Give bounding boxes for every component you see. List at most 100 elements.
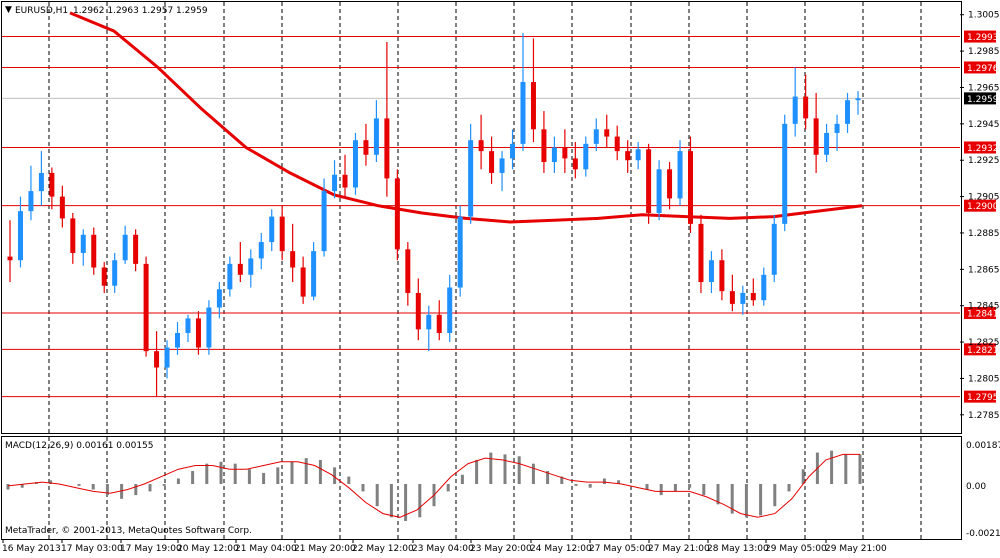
level-tag-label: 1.2795: [967, 393, 999, 403]
indicator-pane-frame: [1, 436, 962, 540]
current-price-tag: [964, 92, 996, 105]
candle-body: [227, 263, 233, 290]
candle-body: [164, 347, 170, 368]
candle-body: [185, 318, 191, 333]
candle-body: [258, 242, 264, 259]
candle-body: [510, 143, 516, 159]
candle-body: [426, 314, 432, 330]
candle-body: [604, 129, 610, 137]
time-axis-label: 16 May 2013: [2, 544, 61, 554]
candle-body: [279, 216, 285, 252]
candle-body: [405, 249, 411, 293]
level-tag-label: 1.2841: [967, 309, 999, 319]
level-tag-label: 1.2976: [967, 64, 999, 74]
candle-body: [311, 251, 317, 297]
moving-average-line: [69, 11, 863, 224]
level-tag: [964, 306, 996, 319]
candle-body: [635, 149, 641, 161]
candle-body: [436, 314, 442, 333]
level-tag: [964, 199, 996, 212]
candle-body: [122, 234, 128, 261]
candle-body: [468, 140, 474, 217]
level-tag-label: 1.2821: [967, 346, 999, 356]
ohlc-readout: 1.2962 1.2963 1.2957 1.2959: [73, 6, 208, 16]
candle-body: [133, 234, 139, 264]
candle-body: [237, 263, 243, 275]
candle-body: [394, 178, 400, 250]
candle-body: [447, 287, 453, 333]
price-tick-label: 1.2825: [968, 338, 1000, 348]
candle-body: [677, 151, 683, 199]
time-axis-label: 17 May 19:00: [120, 544, 182, 554]
level-tag-label: 1.2900: [967, 202, 999, 212]
macd-tick-bottom: -0.00211: [966, 529, 1000, 539]
level-tag-label: 1.2993: [967, 33, 999, 43]
candle-body: [352, 140, 358, 188]
time-axis-label: 23 May 04:00: [412, 544, 474, 554]
candle-body: [70, 218, 76, 253]
candle-body: [583, 143, 589, 170]
candle-body: [363, 140, 369, 155]
candle-body: [792, 96, 798, 124]
candle-body: [321, 191, 327, 252]
candle-body: [646, 149, 652, 213]
candle-body: [206, 307, 212, 348]
price-tick-label: 1.2965: [968, 83, 1000, 93]
candle-body: [300, 267, 306, 297]
time-axis-label: 24 May 12:00: [530, 544, 592, 554]
copyright-text: MetaTrader, © 2001-2013, MetaQuotes Soft…: [5, 526, 252, 536]
time-axis-label: 28 May 13:00: [707, 544, 769, 554]
candle-body: [750, 292, 756, 301]
candle-body: [593, 129, 599, 144]
time-axis-label: 27 May 21:00: [648, 544, 710, 554]
candle-body: [269, 216, 275, 243]
candle-body: [824, 132, 830, 155]
time-axis-label: 29 May 21:00: [825, 544, 887, 554]
candle-body: [845, 100, 851, 124]
candle-body: [698, 223, 704, 283]
candle-body: [38, 172, 44, 192]
candle-body: [342, 174, 348, 188]
time-axis-label: 21 May 20:00: [294, 544, 356, 554]
level-tag: [964, 343, 996, 356]
candle-body: [101, 267, 107, 286]
candle-body: [614, 136, 620, 152]
candle-body: [91, 234, 97, 268]
price-tick-label: 1.2885: [968, 229, 1000, 239]
candle-body: [17, 211, 23, 261]
candle-body: [489, 151, 495, 173]
candle-body: [248, 258, 254, 275]
candle-body: [154, 351, 160, 368]
candle-body: [667, 169, 673, 199]
time-axis-label: 21 May 04:00: [235, 544, 297, 554]
candle-body: [478, 140, 484, 152]
candle-body: [143, 263, 149, 352]
candle-body: [195, 318, 201, 348]
candle-body: [834, 123, 840, 133]
candle-body: [415, 292, 421, 330]
candle-body: [332, 174, 338, 192]
candle-body: [813, 118, 819, 155]
candle-body: [7, 256, 13, 261]
macd-tick-top: 0.00187: [966, 441, 1000, 451]
candle-body: [761, 274, 767, 301]
level-tag: [964, 141, 996, 154]
candle-body: [656, 169, 662, 213]
price-tick-label: 1.2865: [968, 265, 1000, 275]
price-tick-label: 1.2805: [968, 374, 1000, 384]
candle-body: [551, 147, 557, 163]
price-tick-label: 1.2785: [968, 411, 1000, 421]
current-price-label: 1.2959: [967, 95, 999, 105]
candle-body: [520, 82, 526, 144]
price-tick-label: 1.3005: [968, 11, 1000, 21]
time-axis-label: 23 May 20:00: [470, 544, 532, 554]
time-axis-label: 17 May 03:00: [61, 544, 123, 554]
chart-menu-arrow-icon[interactable]: ▼: [5, 5, 12, 15]
macd-tick-zero: 0.00: [966, 482, 986, 492]
candle-body: [373, 118, 379, 155]
price-tick-label: 1.2925: [968, 156, 1000, 166]
candle-body: [530, 82, 536, 130]
candle-body: [687, 151, 693, 224]
